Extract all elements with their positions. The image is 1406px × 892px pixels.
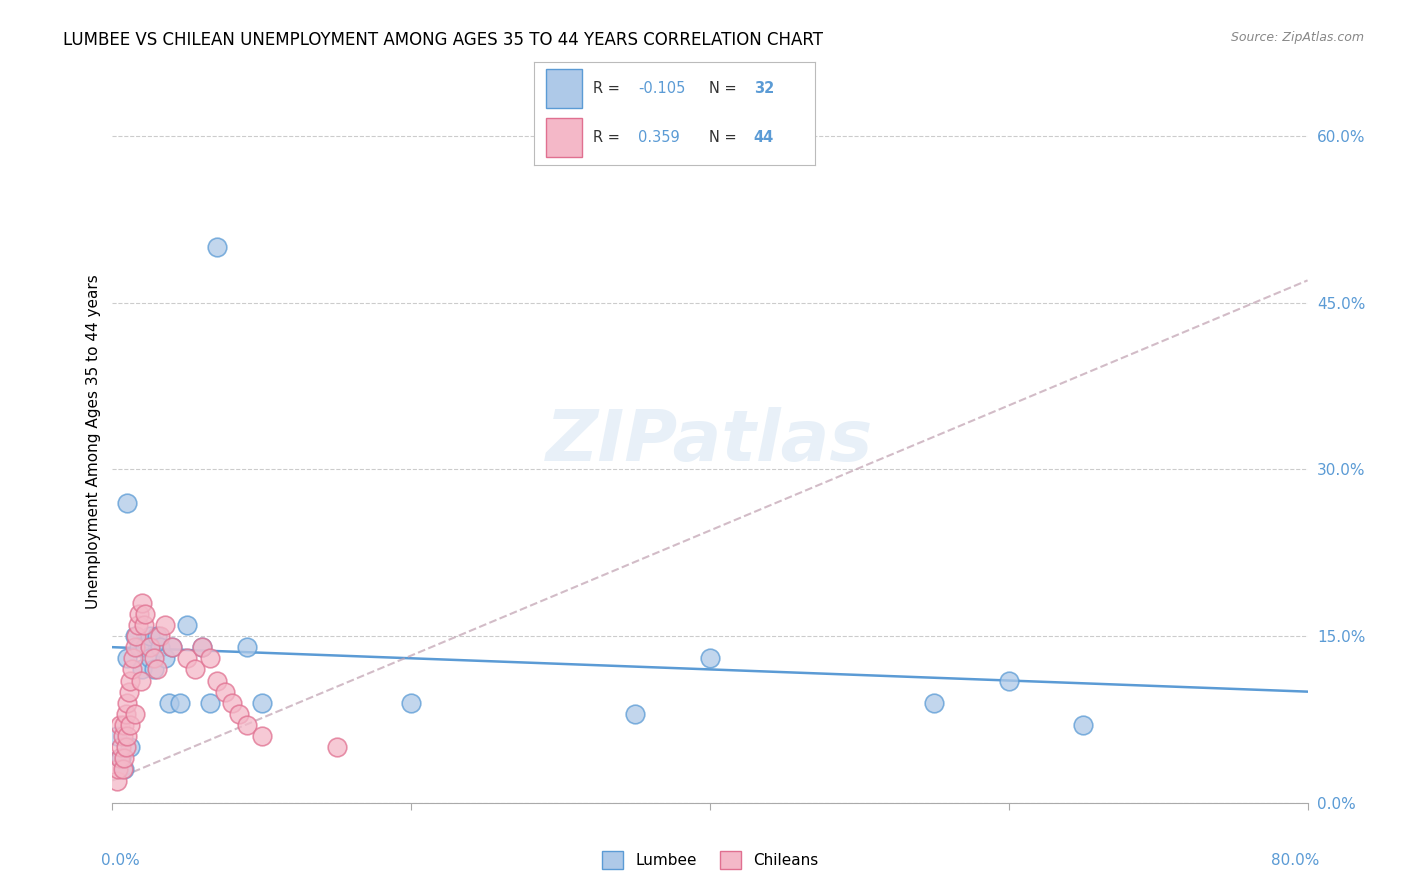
Point: [127, 618, 149, 632]
Point: [198, 651, 221, 665]
Point: [115, 706, 138, 721]
Point: [118, 684, 141, 698]
Point: [134, 607, 156, 621]
Point: [205, 240, 228, 254]
Point: [105, 729, 128, 743]
Point: [149, 629, 172, 643]
Text: ZIPatlas: ZIPatlas: [547, 407, 873, 476]
Point: [250, 696, 273, 710]
Text: 0.0%: 0.0%: [101, 854, 139, 869]
Point: [139, 629, 162, 643]
Point: [128, 640, 150, 655]
Point: [143, 651, 166, 665]
Point: [115, 740, 138, 755]
Point: [110, 751, 132, 765]
Point: [131, 662, 153, 676]
Point: [998, 673, 1021, 688]
Point: [111, 729, 134, 743]
Point: [699, 651, 721, 665]
Point: [114, 718, 135, 732]
Point: [146, 662, 169, 676]
Point: [128, 607, 150, 621]
Point: [108, 751, 131, 765]
Point: [214, 684, 236, 698]
Point: [114, 751, 135, 765]
Text: N =: N =: [709, 130, 741, 145]
Point: [114, 763, 135, 777]
Text: N =: N =: [709, 81, 741, 96]
Point: [134, 640, 156, 655]
Point: [176, 618, 198, 632]
Point: [132, 618, 155, 632]
Point: [162, 640, 183, 655]
Point: [125, 629, 148, 643]
Point: [157, 696, 180, 710]
Point: [922, 696, 945, 710]
Point: [129, 673, 152, 688]
Point: [236, 718, 259, 732]
Point: [120, 718, 142, 732]
Point: [198, 696, 221, 710]
Point: [122, 651, 145, 665]
Point: [250, 729, 273, 743]
Point: [146, 629, 169, 643]
Bar: [546, 69, 582, 108]
Point: [143, 662, 166, 676]
Text: Source: ZipAtlas.com: Source: ZipAtlas.com: [1230, 31, 1364, 45]
Point: [624, 706, 647, 721]
Point: [191, 640, 214, 655]
Point: [131, 596, 153, 610]
Point: [401, 696, 423, 710]
Text: R =: R =: [593, 81, 624, 96]
Point: [149, 640, 172, 655]
Point: [117, 496, 139, 510]
Y-axis label: Unemployment Among Ages 35 to 44 years: Unemployment Among Ages 35 to 44 years: [86, 274, 101, 609]
Point: [191, 640, 214, 655]
Point: [139, 640, 162, 655]
Bar: [546, 118, 582, 157]
Point: [107, 763, 129, 777]
Point: [221, 696, 243, 710]
Text: R =: R =: [593, 130, 630, 145]
Point: [228, 706, 250, 721]
Point: [105, 773, 128, 788]
Text: LUMBEE VS CHILEAN UNEMPLOYMENT AMONG AGES 35 TO 44 YEARS CORRELATION CHART: LUMBEE VS CHILEAN UNEMPLOYMENT AMONG AGE…: [63, 31, 824, 49]
Point: [117, 729, 139, 743]
Point: [153, 618, 176, 632]
Text: 0.359: 0.359: [638, 130, 681, 145]
Point: [325, 740, 347, 755]
Point: [176, 651, 198, 665]
Point: [117, 696, 139, 710]
Point: [117, 651, 139, 665]
Text: 44: 44: [754, 130, 773, 145]
Text: 80.0%: 80.0%: [1271, 854, 1320, 869]
Point: [120, 740, 142, 755]
Text: -0.105: -0.105: [638, 81, 686, 96]
Point: [124, 706, 146, 721]
Point: [124, 640, 146, 655]
Point: [205, 673, 228, 688]
Text: 32: 32: [754, 81, 773, 96]
Point: [120, 673, 142, 688]
Point: [111, 763, 134, 777]
Point: [139, 651, 162, 665]
Point: [183, 662, 205, 676]
Point: [108, 751, 131, 765]
Point: [1073, 718, 1095, 732]
Point: [108, 718, 131, 732]
Point: [162, 640, 183, 655]
Legend: Lumbee, Chileans: Lumbee, Chileans: [596, 845, 824, 875]
Point: [121, 662, 143, 676]
Point: [124, 629, 146, 643]
Point: [110, 740, 132, 755]
Point: [169, 696, 191, 710]
Point: [153, 651, 176, 665]
Point: [236, 640, 259, 655]
